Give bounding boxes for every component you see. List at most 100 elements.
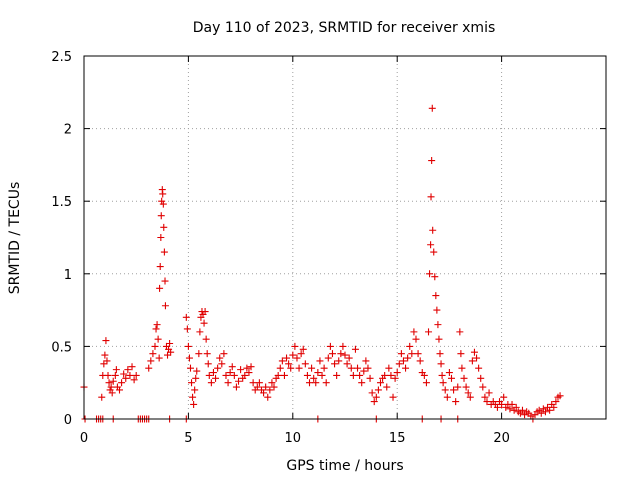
data-point [285, 360, 293, 368]
data-point [100, 360, 108, 368]
data-point [410, 328, 418, 336]
data-point [207, 379, 215, 387]
y-axis-label: SRMTID / TECUs [7, 182, 23, 295]
data-point [293, 354, 301, 362]
data-point [124, 366, 132, 374]
data-point [546, 406, 554, 414]
data-point [422, 379, 430, 387]
data-point [102, 337, 110, 345]
data-point [387, 371, 395, 379]
data-point [466, 393, 474, 401]
data-point [441, 386, 449, 394]
data-point [464, 389, 472, 397]
data-point [166, 339, 174, 347]
data-point [552, 398, 560, 406]
data-point [345, 354, 353, 362]
data-point [310, 374, 318, 382]
data-point [356, 371, 364, 379]
data-point [159, 200, 167, 208]
data-point [253, 383, 261, 391]
x-tick-label: 20 [493, 431, 510, 446]
data-point [470, 348, 478, 356]
y-tick-label: 0.5 [51, 340, 72, 355]
data-point [132, 371, 140, 379]
data-point [160, 248, 168, 256]
data-point [104, 371, 112, 379]
data-point [443, 393, 451, 401]
data-point [188, 379, 196, 387]
data-point [115, 386, 123, 394]
data-point [445, 369, 453, 377]
data-point [434, 321, 442, 329]
data-point [153, 321, 161, 329]
data-point [232, 383, 240, 391]
data-point [389, 393, 397, 401]
data-point [291, 342, 299, 350]
data-point [399, 357, 407, 365]
data-point [339, 342, 347, 350]
data-point [122, 374, 130, 382]
data-point [437, 360, 445, 368]
data-point [120, 370, 128, 378]
data-point [481, 393, 489, 401]
data-point [209, 369, 217, 377]
data-point [157, 234, 165, 241]
data-point [276, 364, 284, 372]
data-point [326, 342, 334, 350]
data-point [420, 371, 428, 379]
data-point [416, 357, 424, 365]
data-point [452, 398, 460, 406]
data-point [270, 383, 278, 391]
data-point [556, 392, 564, 400]
data-point [249, 379, 257, 387]
data-point [362, 357, 370, 365]
data-point [190, 400, 198, 408]
data-point [372, 393, 380, 401]
data-point [297, 350, 305, 358]
data-point [161, 277, 169, 285]
data-point [412, 335, 420, 343]
data-point [145, 364, 153, 372]
data-point [157, 212, 165, 220]
data-point [151, 342, 159, 350]
data-point [283, 354, 291, 362]
data-point [483, 398, 491, 406]
data-point [341, 351, 349, 359]
data-point [370, 398, 378, 406]
data-point [447, 374, 455, 382]
data-point [147, 357, 155, 365]
data-point [158, 197, 166, 205]
data-point [167, 348, 175, 356]
data-point [264, 393, 272, 401]
data-point [358, 379, 366, 387]
data-point [164, 351, 172, 359]
data-point [247, 363, 255, 371]
data-point [152, 325, 160, 333]
data-point [322, 379, 330, 387]
data-point [435, 335, 443, 343]
data-point [485, 389, 493, 397]
x-axis-label: GPS time / hours [286, 458, 403, 474]
data-point [204, 360, 212, 368]
data-point [226, 369, 234, 377]
data-point [320, 364, 328, 372]
data-point [287, 364, 295, 372]
data-point [366, 374, 374, 382]
data-point [237, 366, 245, 374]
x-tick-label: 5 [184, 431, 192, 446]
y-tick-label: 2 [64, 123, 72, 138]
data-point [364, 364, 372, 372]
data-point [130, 376, 138, 384]
data-point [195, 350, 203, 358]
data-point [156, 284, 164, 292]
data-point [337, 350, 345, 358]
data-point [550, 403, 558, 411]
data-point [479, 383, 487, 391]
data-point [402, 364, 410, 372]
data-point [518, 406, 526, 414]
data-point [182, 313, 190, 321]
data-point [414, 350, 422, 358]
data-point [156, 263, 164, 271]
data-point [101, 351, 109, 359]
